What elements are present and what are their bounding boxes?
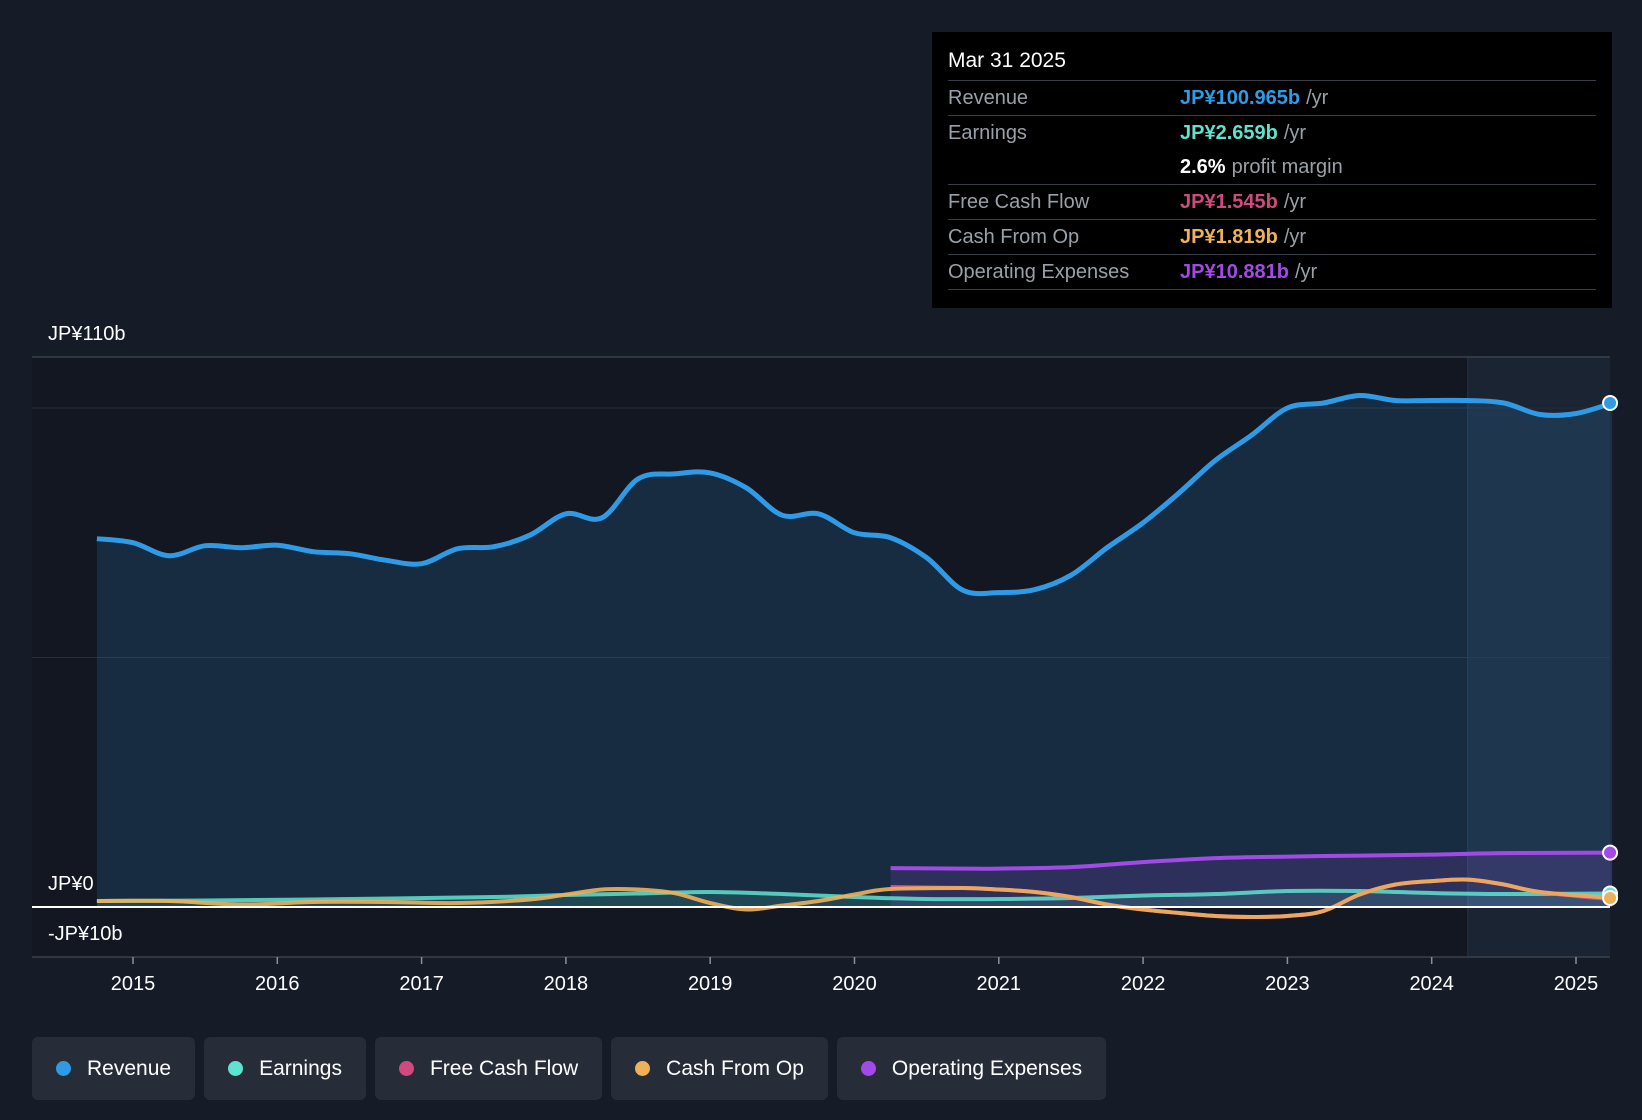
tooltip-unit: profit margin <box>1231 155 1343 178</box>
tooltip-date: Mar 31 2025 <box>948 46 1596 81</box>
tooltip-label: Free Cash Flow <box>948 190 1090 213</box>
x-tick-label: 2021 <box>977 973 1022 995</box>
tooltip-unit: /yr <box>1306 86 1329 109</box>
revenue-area <box>96 395 1613 907</box>
tooltip-row-cash-from-op: Cash From Op JP¥1.819b /yr <box>948 220 1596 255</box>
tooltip-label: Revenue <box>948 86 1029 109</box>
x-tick-label: 2023 <box>1265 973 1310 995</box>
x-tick-label: 2025 <box>1554 973 1599 995</box>
tooltip-label: Earnings <box>948 121 1027 144</box>
y-label-bottom: -JP¥10b <box>48 923 123 945</box>
end-marker <box>1602 890 1619 907</box>
legend-label: Free Cash Flow <box>429 1056 579 1080</box>
operating-expenses-dot-icon <box>860 1061 876 1076</box>
tooltip-row-profit-margin: 2.6% profit margin <box>948 150 1596 185</box>
legend-label: Revenue <box>87 1056 172 1080</box>
tooltip-row-operating-expenses: Operating Expenses JP¥10.881b /yr <box>948 255 1596 290</box>
x-tick-label: 2018 <box>544 973 589 995</box>
tooltip-unit: /yr <box>1283 190 1307 213</box>
tooltip-label: Operating Expenses <box>948 260 1130 283</box>
y-label-top: JP¥110b <box>48 323 125 345</box>
legend-cash-from-op[interactable]: Cash From Op <box>611 1037 828 1100</box>
tooltip-value: JP¥2.659b <box>1180 121 1278 144</box>
x-tick-label: 2024 <box>1409 973 1454 995</box>
data-tooltip: Mar 31 2025 Revenue JP¥100.965b /yr Earn… <box>932 32 1612 308</box>
tooltip-value: 2.6% <box>1180 155 1226 178</box>
tooltip-unit: /yr <box>1283 225 1307 248</box>
x-tick-label: 2020 <box>832 973 877 995</box>
tooltip-label: Cash From Op <box>948 225 1080 248</box>
revenue-dot-icon <box>56 1061 71 1076</box>
earnings-dot-icon <box>228 1061 244 1076</box>
chart-canvas: 2015 2016 2017 2018 2019 2020 2021 2022 2023 2024… <box>32 323 1619 995</box>
legend-label: Cash From Op <box>666 1056 804 1080</box>
x-tick-label: 2015 <box>111 973 156 995</box>
free-cash-flow-dot-icon <box>398 1061 414 1076</box>
x-tick-label: 2022 <box>1121 973 1166 995</box>
tooltip-value: JP¥1.545b <box>1180 190 1278 213</box>
legend-free-cash-flow[interactable]: Free Cash Flow <box>374 1037 603 1100</box>
earnings-line <box>96 888 1613 903</box>
end-marker <box>1602 395 1619 412</box>
tooltip-unit: /yr <box>1294 260 1318 283</box>
tooltip-value: JP¥10.881b <box>1180 260 1289 283</box>
end-marker <box>1602 844 1619 861</box>
tooltip-unit: /yr <box>1283 121 1307 144</box>
cash-from-op-line <box>96 877 1613 920</box>
x-tick-label: 2019 <box>688 973 733 995</box>
tooltip-value: JP¥100.965b <box>1180 86 1301 109</box>
x-tick-label: 2016 <box>255 973 300 995</box>
operating-expenses-line <box>890 850 1613 871</box>
series-end-markers <box>1602 395 1619 907</box>
legend-label: Earnings <box>259 1056 342 1080</box>
legend: Revenue Earnings Free Cash Flow Cash Fro… <box>32 1037 1115 1100</box>
x-tick-label: 2017 <box>399 973 444 995</box>
legend-label: Operating Expenses <box>891 1056 1083 1080</box>
legend-revenue[interactable]: Revenue <box>32 1037 196 1100</box>
tooltip-row-revenue: Revenue JP¥100.965b /yr <box>948 81 1596 116</box>
tooltip-value: JP¥1.819b <box>1180 225 1278 248</box>
tooltip-row-free-cash-flow: Free Cash Flow JP¥1.545b /yr <box>948 185 1596 220</box>
legend-earnings[interactable]: Earnings <box>204 1037 366 1100</box>
y-label-zero: JP¥0 <box>48 873 94 895</box>
tooltip-row-earnings: Earnings JP¥2.659b /yr <box>948 116 1596 150</box>
cash-from-op-dot-icon <box>635 1061 651 1076</box>
legend-operating-expenses[interactable]: Operating Expenses <box>836 1037 1107 1100</box>
revenue-line <box>96 392 1613 597</box>
x-axis-ticks: 2015 2016 2017 2018 2019 2020 2021 2022 2023 2024… <box>111 957 1599 995</box>
gridlines <box>32 356 1610 958</box>
